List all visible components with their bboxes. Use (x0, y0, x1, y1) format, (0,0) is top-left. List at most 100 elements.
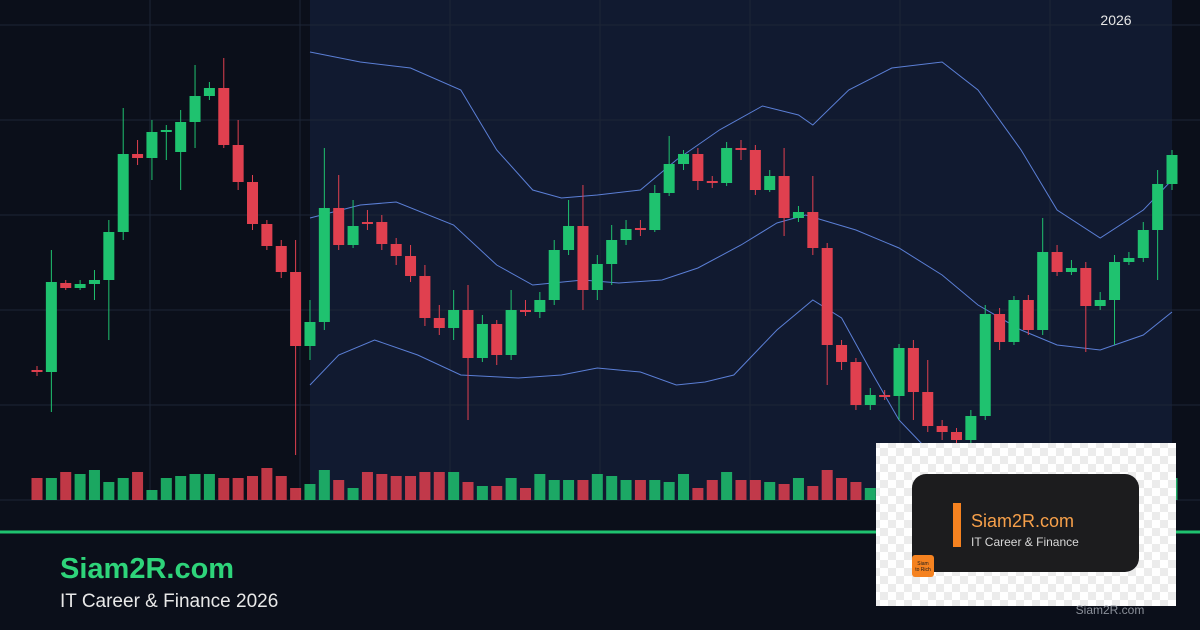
candle-body (405, 256, 417, 276)
candle-body (850, 362, 862, 405)
volume-bar (735, 480, 747, 500)
candle-body (907, 348, 919, 392)
volume-bar (491, 486, 503, 500)
candle-body (232, 145, 244, 182)
volume-bar (577, 480, 589, 500)
candle-body (376, 222, 388, 244)
logo-card (912, 474, 1139, 572)
volume-bar (519, 488, 531, 500)
volume-bar (117, 478, 129, 500)
volume-bar (706, 480, 718, 500)
candle-body (247, 182, 259, 224)
volume-bar (678, 474, 690, 500)
volume-bar (476, 486, 488, 500)
volume-bar (620, 480, 632, 500)
logo-accent (953, 503, 961, 547)
volume-bar (218, 478, 230, 500)
volume-bar (634, 480, 646, 500)
candle-body (88, 280, 100, 284)
candle-body (778, 176, 790, 218)
volume-bar (749, 480, 761, 500)
volume-bar (807, 486, 819, 500)
badge-text: Siam (917, 561, 928, 567)
volume-bar (247, 476, 259, 500)
candle-body (189, 96, 201, 122)
candle-body (792, 212, 804, 218)
volume-bar (548, 480, 560, 500)
candle-body (132, 154, 144, 158)
volume-bar (304, 484, 316, 500)
volume-bar (433, 472, 445, 500)
volume-bar (189, 474, 201, 500)
brand-title: Siam2R.com (60, 553, 234, 585)
candle-body (922, 392, 934, 426)
volume-bar (534, 474, 546, 500)
candle-body (160, 130, 172, 132)
logo-overlay: Siam2R.com IT Career & Finance Siam to R… (876, 443, 1176, 606)
candle-body (60, 283, 72, 288)
candle-body (821, 248, 833, 345)
candle-body (1109, 262, 1121, 300)
candle-body (994, 314, 1006, 342)
candle-body (117, 154, 129, 232)
volume-bar (563, 480, 575, 500)
volume-bar (390, 476, 402, 500)
volume-bar (792, 478, 804, 500)
candle-body (1051, 252, 1063, 272)
candle-body (879, 395, 891, 397)
candle-body (1022, 300, 1034, 330)
candle-body (1166, 155, 1178, 184)
candle-body (606, 240, 618, 264)
candle-body (950, 432, 962, 440)
candle-body (218, 88, 230, 145)
candle-body (1094, 300, 1106, 306)
year-label: 2026 (1100, 12, 1131, 28)
candle-body (318, 208, 330, 322)
volume-bar (275, 476, 287, 500)
volume-bar (347, 488, 359, 500)
volume-bar (31, 478, 43, 500)
candle-body (175, 122, 187, 152)
candle-body (979, 314, 991, 416)
volume-bar (448, 472, 460, 500)
candle-body (678, 154, 690, 164)
candle-body (591, 264, 603, 290)
watermark: Siam2R.com (1076, 603, 1145, 617)
volume-bar (146, 490, 158, 500)
candle-body (936, 426, 948, 432)
band-line (309, 201, 1173, 351)
candle-body (721, 148, 733, 183)
candle-body (1137, 230, 1149, 258)
volume-bar (103, 482, 115, 500)
volume-bar (692, 488, 704, 500)
candle-body (448, 310, 460, 328)
volume-bar (663, 482, 675, 500)
candle-body (965, 416, 977, 440)
candle-body (1037, 252, 1049, 330)
band-zone (310, 0, 1172, 500)
candle-body (620, 229, 632, 240)
candle-body (290, 272, 302, 346)
volume-bar (419, 472, 431, 500)
volume-bar (261, 468, 273, 500)
candle-body (663, 164, 675, 193)
volume-bar (45, 478, 57, 500)
logo-title: Siam2R.com (971, 511, 1074, 531)
candle-body (807, 212, 819, 248)
volume-bar (764, 482, 776, 500)
volume-bar (361, 472, 373, 500)
candle-body (45, 282, 57, 372)
candle-body (563, 226, 575, 250)
volume-bar (778, 484, 790, 500)
volume-bar (864, 488, 876, 500)
volume-bar (132, 472, 144, 500)
volume-bar (232, 478, 244, 500)
candle-body (261, 224, 273, 246)
volume-bar (203, 474, 215, 500)
brand-tagline: IT Career & Finance 2026 (60, 591, 278, 612)
candle-body (146, 132, 158, 158)
volume-bar (850, 482, 862, 500)
volume-bar (318, 470, 330, 500)
candle-body (1008, 300, 1020, 342)
